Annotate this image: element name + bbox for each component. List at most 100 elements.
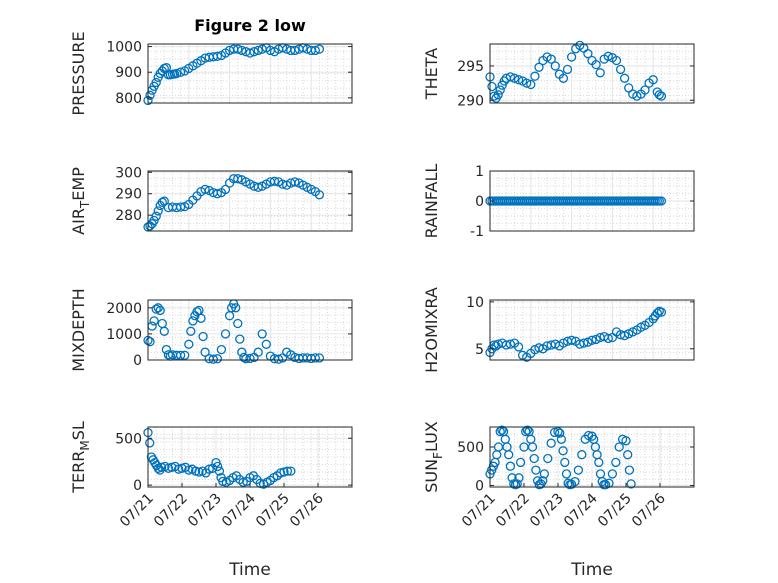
panel-2-point [505, 72, 516, 82]
panel-8-point [561, 469, 572, 479]
panel-6: 5 10 [466, 295, 695, 362]
panel-5-point [233, 318, 243, 329]
panel-8-point [623, 450, 633, 460]
panel-5-point [153, 303, 163, 313]
panel-3-point [212, 189, 223, 199]
panel-8-point [556, 434, 567, 444]
panel-1-point [245, 48, 255, 58]
panel-5-point [149, 316, 159, 326]
panel-7-xtick-label: 07/21 [117, 491, 157, 531]
panel-8-point [555, 428, 565, 438]
panel-8-point [611, 457, 621, 468]
panel-3-point [157, 197, 167, 207]
panel-5-point [200, 347, 210, 357]
panel-6-ytick-label: 5 [475, 342, 484, 358]
panel-6-point [587, 335, 597, 345]
panel-5-point [237, 347, 247, 357]
panel-3-ytick-label: 300 [115, 165, 142, 181]
panel-5-point [273, 354, 284, 364]
panel-8-point [495, 426, 505, 437]
panel-6-point [505, 339, 516, 349]
panel-5-point [175, 350, 186, 360]
panel-2-point [522, 78, 532, 88]
panel-2-point [648, 75, 658, 85]
panel-2-point [513, 75, 524, 85]
panel-4-point [656, 196, 667, 206]
panel-3-ytick-label: 280 [115, 208, 142, 224]
panel-4: -1 0 1 [470, 164, 695, 240]
panel-1-ytick-label: 1000 [106, 40, 142, 56]
panel-5-point [220, 329, 231, 339]
panel-8-point [522, 425, 533, 435]
panel-8-point [531, 465, 541, 475]
panel-5-axes-box [147, 299, 353, 361]
panel-8-point [543, 453, 553, 464]
panel-4-ytick-label: 1 [475, 164, 484, 180]
panel-2-point [526, 79, 536, 90]
panel-5-point [161, 344, 172, 355]
panel-2-ytick-label: 290 [457, 93, 484, 109]
panel-5-ytick-label: 1000 [106, 327, 142, 343]
panel-8-point [621, 436, 631, 446]
panel-3-ytick-label: 290 [115, 187, 142, 203]
panel-1-ylabel: PRESSURE [69, 31, 88, 115]
panel-2-point [624, 83, 634, 93]
panel-5-point [184, 339, 194, 349]
panel-2-axes-box [489, 43, 695, 104]
panel-7-point [282, 466, 293, 476]
panel-2-ytick-label: 295 [457, 59, 484, 75]
panel-2-point [619, 73, 630, 83]
panel-6-point [491, 341, 501, 351]
panel-5-point [257, 329, 267, 339]
panel-2-point [487, 81, 497, 92]
panel-8-xtick-label: 07/24 [561, 490, 601, 530]
panel-3-point [153, 206, 163, 216]
panel-1-point [233, 44, 243, 54]
panel-8-point [553, 426, 563, 437]
panel-3-point [175, 202, 186, 212]
panel-3-ylabel: AIRTEMP [69, 167, 92, 235]
panel-5-point [314, 353, 325, 363]
panel-8-point [577, 450, 587, 460]
panel-5-point [159, 326, 169, 336]
panel-6-point [619, 330, 630, 341]
panel-8-point [538, 476, 548, 486]
panel-1-point [151, 77, 161, 88]
panel-8-ytick-label: 0 [475, 478, 484, 494]
panel-3-point [314, 190, 325, 200]
panel-6-point [579, 338, 589, 348]
panel-8-point [570, 476, 580, 487]
panel-8-point [529, 453, 539, 464]
panel-3-point [220, 184, 231, 195]
panel-3-point [269, 176, 280, 186]
panel-2-point [493, 90, 503, 100]
panel-8-point [504, 450, 514, 460]
panel-7-ytick-label: 0 [133, 478, 142, 494]
panel-5-point [239, 352, 249, 363]
panel-5-point [235, 334, 245, 344]
panel-2-point [611, 55, 622, 66]
panel-8-xlabel: Time [570, 560, 613, 580]
panel-2-ylabel: THETA [422, 48, 441, 100]
panel-1-point [145, 90, 155, 100]
panel-7-point [213, 461, 223, 472]
panel-3-point [253, 182, 263, 192]
panel-8-point [607, 469, 618, 479]
panel-2-point [546, 54, 556, 64]
panel-8-ylabel: SUNFLUX [422, 421, 445, 493]
panel-1-point [249, 47, 259, 57]
figure-title: Figure 2 low [194, 16, 306, 35]
panel-5-point [155, 305, 165, 316]
panel-8-xtick-label: 07/26 [629, 490, 669, 530]
panel-5-point [245, 353, 255, 364]
panel-8-xtick-label: 07/22 [493, 491, 533, 531]
panel-5-point [180, 350, 190, 360]
panel-4-ytick-label: -1 [470, 224, 484, 240]
panel-5: 0 1000 2000 [106, 299, 353, 369]
panel-6-point [652, 308, 662, 318]
panel-8-point [624, 465, 635, 475]
panel-2: 290 295 [457, 40, 695, 109]
panel-8-xtick-label: 07/25 [595, 491, 635, 531]
panel-2-point [615, 64, 626, 75]
